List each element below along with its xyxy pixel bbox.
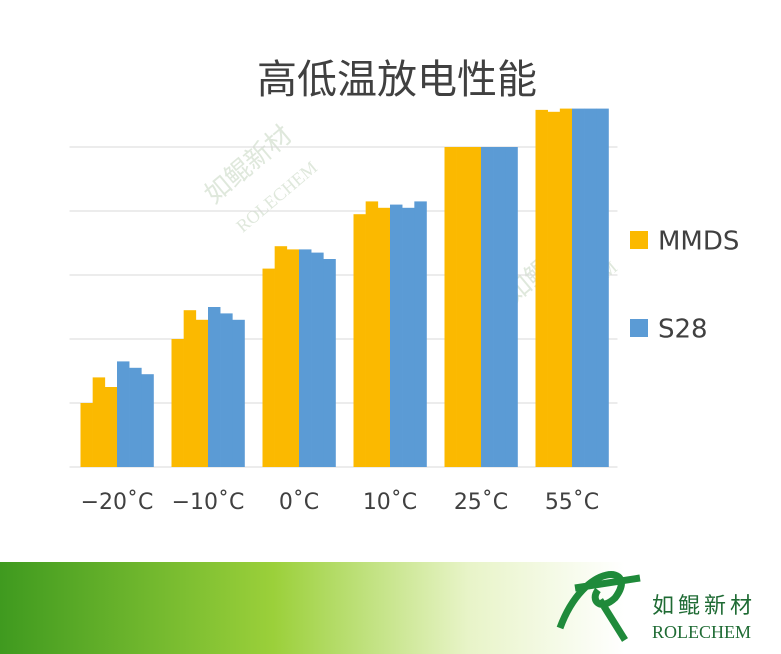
x-tick-label: −10˚C [172, 490, 245, 515]
bar [299, 249, 312, 467]
bar [444, 147, 457, 467]
bar [323, 259, 336, 467]
bar [505, 147, 518, 467]
bar [183, 310, 197, 467]
bar [220, 313, 233, 467]
bar [481, 147, 494, 467]
bar [559, 108, 573, 467]
bar [493, 147, 506, 467]
bar [353, 214, 366, 467]
bar [274, 246, 288, 467]
footer-name: ROLECHEM [652, 622, 751, 642]
footer-band [0, 562, 781, 654]
bar [171, 339, 184, 467]
bar [402, 207, 415, 468]
bar [311, 252, 324, 467]
bar [195, 319, 209, 467]
legend-label: S28 [658, 315, 708, 345]
legend-swatch [630, 231, 648, 249]
footer-brand: 如鲲新材 [652, 593, 756, 618]
bar [141, 374, 154, 467]
x-tick-label: −20˚C [81, 490, 154, 515]
bar [232, 319, 245, 467]
bar [596, 108, 609, 467]
bar [104, 387, 118, 467]
bar [390, 204, 403, 467]
bar [80, 403, 93, 467]
bar [414, 201, 427, 467]
bar [129, 367, 142, 467]
bar [547, 111, 561, 468]
footer-logo [556, 571, 641, 642]
bar [535, 109, 548, 467]
legend-label: MMDS [658, 227, 739, 257]
bar [365, 201, 379, 467]
bar [456, 147, 470, 467]
bar [468, 147, 482, 467]
bar [286, 249, 300, 467]
legend-swatch [630, 319, 648, 337]
bar [208, 307, 221, 467]
bar [262, 268, 275, 467]
bar [377, 207, 391, 468]
chart-title: 高低温放电性能 [257, 57, 537, 103]
x-tick-label: 55˚C [545, 490, 599, 515]
bar [117, 361, 130, 467]
bar [92, 377, 106, 467]
x-tick-label: 10˚C [363, 490, 417, 515]
bar [584, 108, 597, 467]
x-tick-label: 25˚C [454, 490, 508, 515]
bar [572, 108, 585, 467]
x-tick-label: 0˚C [279, 490, 319, 515]
